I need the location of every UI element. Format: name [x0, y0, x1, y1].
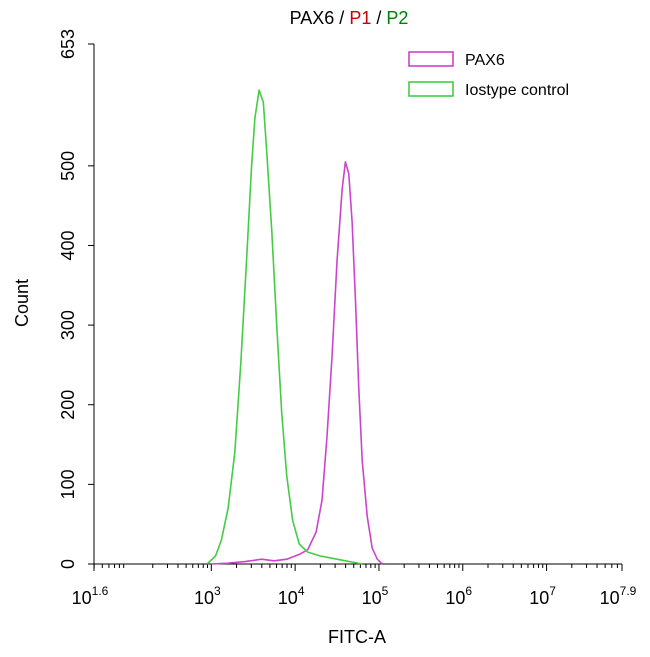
- histogram-series: [206, 89, 383, 565]
- x-tick-label: 107: [529, 584, 556, 608]
- title-part-2: P1: [349, 8, 371, 28]
- x-tick-label: 105: [362, 584, 389, 608]
- legend: PAX6 Iostype control: [408, 51, 569, 99]
- y-tick-label: 500: [58, 151, 78, 181]
- legend-label: PAX6: [465, 52, 505, 69]
- y-tick-label: 400: [58, 230, 78, 260]
- x-tick-label: 107.9: [600, 584, 637, 608]
- legend-swatch: [408, 81, 454, 97]
- y-tick-label: 0: [58, 559, 78, 569]
- title-part-0: PAX6: [290, 8, 335, 28]
- title-part-3: /: [371, 8, 386, 28]
- legend-label: Iostype control: [465, 82, 569, 99]
- y-tick-label: 300: [58, 310, 78, 340]
- title-part-1: /: [334, 8, 349, 28]
- y-axis-ticks: 0 100 200 300 400 500 653: [58, 29, 94, 569]
- x-axis-title: FITC-A: [328, 627, 386, 647]
- chart-title: PAX6 / P1 / P2: [290, 8, 409, 28]
- x-tick-label: 104: [278, 584, 305, 608]
- x-axis-ticks: 101.6 103 104 105 106 107 107.9: [72, 564, 637, 608]
- title-part-4: P2: [386, 8, 408, 28]
- x-tick-label: 106: [445, 584, 472, 608]
- legend-swatch: [408, 51, 454, 67]
- x-tick-label: 101.6: [72, 584, 109, 608]
- y-tick-label: 100: [58, 469, 78, 499]
- y-axis-title: Count: [12, 279, 32, 327]
- y-tick-label: 653: [58, 29, 78, 59]
- y-tick-label: 200: [58, 390, 78, 420]
- series-line-isotype-control: [206, 89, 363, 565]
- series-line-pax6: [211, 161, 383, 565]
- x-tick-label: 103: [194, 584, 221, 608]
